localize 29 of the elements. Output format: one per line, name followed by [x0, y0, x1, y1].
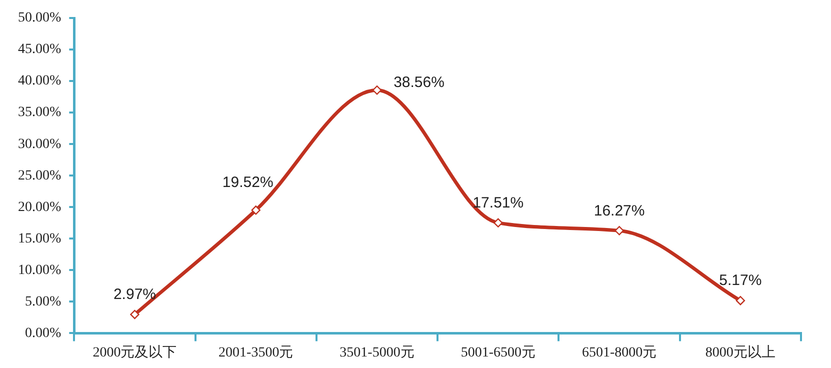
point — [614, 226, 624, 236]
x-tick-label: 5001-6500元 — [460, 345, 536, 360]
data-label: 5.17% — [719, 272, 762, 290]
data-label: 2.97% — [113, 286, 156, 304]
y-tick-label: 40.00% — [18, 74, 62, 89]
point — [736, 296, 746, 306]
point — [130, 310, 140, 320]
y-tick-label: 5.00% — [24, 294, 62, 310]
x-tick-label: 6501-8000元 — [582, 345, 657, 360]
x-tick-label: 2000元及以下 — [92, 344, 177, 360]
y-tick-label: 30.00% — [18, 136, 62, 152]
data-label: 19.52% — [222, 174, 274, 191]
data-label: 38.56% — [394, 74, 444, 91]
x-tick-label: 3501-5000元 — [340, 345, 414, 360]
y-tick-label: 15.00% — [18, 231, 62, 246]
point — [494, 218, 503, 228]
y-tick-label: 50.00% — [18, 10, 62, 26]
point — [251, 206, 260, 215]
y-tick-label: 45.00% — [18, 42, 62, 58]
y-tick-label: 35.00% — [18, 105, 62, 120]
x-tick-label: 2001-3500元 — [218, 345, 294, 360]
point — [372, 86, 382, 95]
y-tick-label: 0.00% — [24, 326, 62, 341]
y-tick-label: 25.00% — [18, 168, 62, 184]
y-tick-label: 10.00% — [18, 262, 62, 278]
x-tick-label: 8000元以上 — [705, 344, 776, 360]
y-tick-label: 20.00% — [18, 200, 62, 215]
data-label: 16.27% — [594, 202, 645, 220]
data-label: 17.51% — [472, 194, 524, 212]
